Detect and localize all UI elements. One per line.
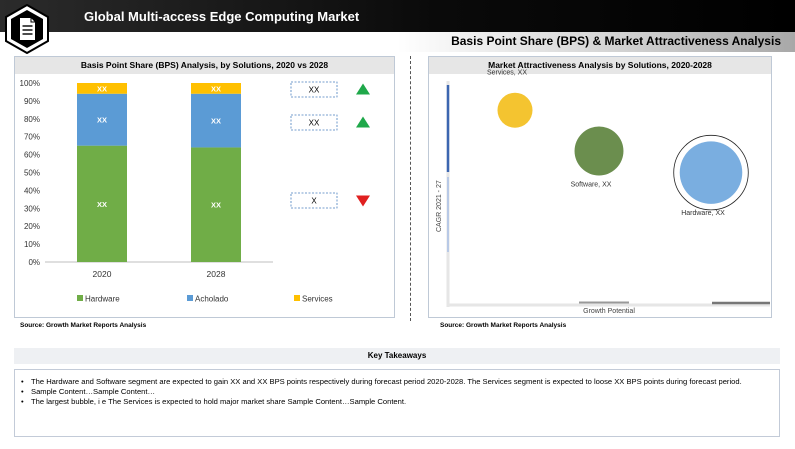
attractiveness-panel-title: Market Attractiveness Analysis by Soluti… (429, 57, 771, 74)
legend-swatch (77, 295, 83, 301)
arrow-up-icon (356, 116, 370, 128)
takeaway-item: The Hardware and Software segment are ex… (21, 377, 771, 387)
arrow-down-icon (356, 195, 370, 207)
bubble-label: Services, XX (487, 70, 527, 77)
bar-segment (77, 93, 127, 146)
arrow-up-icon (356, 83, 370, 95)
bar-segment (191, 83, 241, 94)
bar-segment (77, 145, 127, 262)
takeaways-box: The Hardware and Software segment are ex… (14, 369, 780, 437)
y-tick-label: 40% (24, 186, 40, 195)
document-icon (4, 3, 50, 55)
attractiveness-chart: CAGR 2021 - 27 Growth Potential Services, … (436, 70, 770, 315)
y-tick-label: 30% (24, 204, 40, 213)
y-axis-label: CAGR 2021 - 27 (436, 180, 443, 232)
header-bar (0, 0, 795, 32)
bps-chart: 0% 10% 20% 30% 40% 50% 60% 70% 80% 90% 100% XX XX XX 2… (20, 79, 370, 304)
bar-segment (77, 83, 127, 94)
bps-change-box (290, 114, 338, 131)
legend-label: Hardware (85, 295, 120, 304)
bubble (679, 141, 743, 204)
bps-panel: Basis Point Share (BPS) Analysis, by Sol… (14, 56, 395, 318)
legend-label: Acholado (195, 295, 229, 304)
y-tick-label: 100% (20, 79, 40, 88)
y-tick-label: 70% (24, 133, 40, 142)
bar-segment (191, 93, 241, 148)
takeaways-list: The Hardware and Software segment are ex… (15, 370, 779, 407)
bps-change-box (290, 192, 338, 209)
panel-divider (410, 56, 411, 321)
bar-data-label: XX (211, 201, 221, 210)
x-tick-label: 2028 (207, 269, 226, 279)
legend-swatch (294, 295, 300, 301)
bar-data-label: XX (97, 116, 107, 125)
takeaways-title: Key Takeaways (14, 348, 780, 364)
bar-data-label: XX (211, 117, 221, 126)
legend-label: Services (302, 295, 333, 304)
bubble-ring (673, 134, 749, 211)
x-tick-label: 2020 (93, 269, 112, 279)
bar-data-label: XX (211, 84, 221, 93)
report-title: Global Multi-access Edge Computing Marke… (84, 9, 360, 24)
bubble (574, 126, 624, 176)
takeaway-item: The largest bubble, i e The Services is … (21, 397, 771, 407)
bps-change-value: XX (309, 119, 320, 128)
bar-data-label: XX (97, 200, 107, 209)
y-tick-label: 60% (24, 151, 40, 160)
y-tick-label: 80% (24, 115, 40, 124)
bps-source: Source: Growth Market Reports Analysis (20, 322, 147, 329)
bps-panel-title: Basis Point Share (BPS) Analysis, by Sol… (15, 57, 394, 74)
attractiveness-panel: Market Attractiveness Analysis by Soluti… (428, 56, 772, 318)
takeaway-item: Sample Content…Sample Content… (21, 387, 771, 397)
y-tick-label: 90% (24, 97, 40, 106)
bubble-label: Software, XX (571, 181, 612, 188)
legend-swatch (187, 295, 193, 301)
bar-data-label: XX (97, 84, 107, 93)
bubble-label: Hardware, XX (681, 210, 725, 217)
bar-segment (191, 147, 241, 262)
bps-change-value: XX (309, 86, 320, 95)
bps-change-box (290, 81, 338, 98)
y-tick-label: 0% (28, 258, 40, 267)
bubble (497, 92, 533, 128)
y-tick-label: 10% (24, 240, 40, 249)
y-tick-label: 50% (24, 169, 40, 178)
bps-change-value: X (311, 197, 317, 206)
x-axis-label: Growth Potential (583, 308, 635, 315)
section-title: Basis Point Share (BPS) & Market Attract… (451, 34, 781, 48)
header-subbar (0, 32, 795, 52)
attractiveness-source: Source: Growth Market Reports Analysis (440, 322, 567, 329)
y-tick-label: 20% (24, 222, 40, 231)
